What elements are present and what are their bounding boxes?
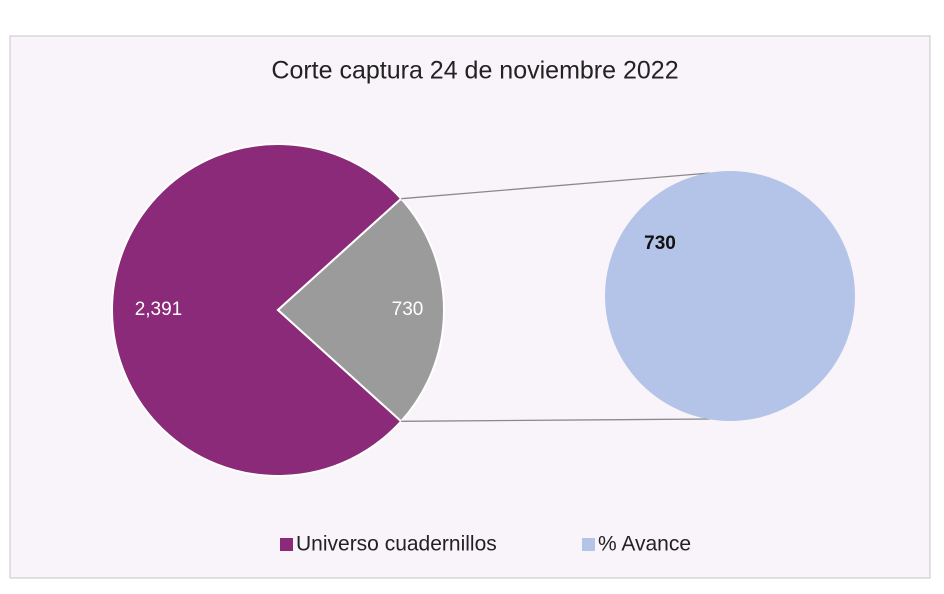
connector-line — [401, 172, 711, 200]
data-label: 730 — [392, 299, 424, 320]
pie-slice — [276, 197, 445, 423]
legend-swatch — [582, 538, 595, 551]
connector-line — [401, 418, 711, 422]
chart-title: Corte captura 24 de noviembre 2022 — [271, 57, 678, 85]
legend-label: Universo cuadernillos — [296, 533, 497, 556]
data-label: 730 — [644, 233, 676, 254]
data-label: 2,391 — [135, 299, 183, 320]
legend-label: % Avance — [598, 533, 691, 556]
pie-slice — [111, 143, 403, 477]
legend-swatch — [280, 538, 293, 551]
secondary-pie — [605, 171, 855, 421]
